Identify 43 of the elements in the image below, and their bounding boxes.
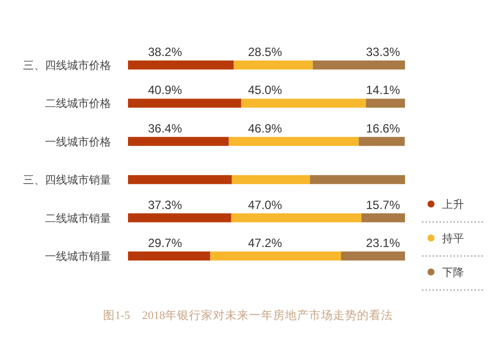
data-label: 45.0%: [248, 83, 282, 98]
bar: [241, 98, 366, 108]
bar: [366, 98, 405, 108]
bar: [128, 136, 229, 146]
data-label: 40.9%: [148, 83, 182, 98]
bar: [128, 98, 242, 108]
bar: [231, 213, 362, 222]
bar: [128, 60, 234, 70]
data-label: 38.2%: [148, 45, 182, 59]
data-label: 33.3%: [366, 45, 400, 59]
data-label: 47.2%: [248, 236, 282, 250]
bar: [128, 252, 210, 260]
data-label: 16.6%: [366, 121, 400, 136]
y-tick-label: 一线城市价格: [45, 135, 111, 148]
bar: [128, 213, 232, 222]
legend-label: 持平: [442, 233, 464, 245]
bar: [232, 175, 310, 184]
data-label: 15.7%: [366, 198, 400, 212]
bar: [358, 136, 405, 146]
bar: [128, 175, 232, 184]
y-tick-label: 一线城市销量: [45, 250, 111, 263]
legend-label: 下降: [442, 267, 464, 279]
caption: 图1-5 2018年银行家对未来一年房地产市场走势的看法: [102, 308, 394, 322]
data-label: 28.5%: [248, 45, 282, 59]
legend-label: 上升: [442, 198, 464, 211]
bar: [210, 252, 342, 260]
bar: [312, 60, 405, 70]
data-label: 37.3%: [148, 198, 182, 212]
data-label: 29.7%: [148, 236, 182, 250]
y-tick-label: 三、四线城市价格: [23, 59, 111, 72]
data-label: 47.0%: [248, 198, 282, 212]
data-label: 23.1%: [366, 236, 400, 250]
y-tick-label: 二线城市销量: [45, 212, 111, 225]
y-tick-label: 三、四线城市销量: [23, 174, 111, 187]
bar: [310, 175, 405, 184]
bar: [228, 136, 359, 146]
bar: [234, 60, 313, 70]
y-tick-label: 二线城市价格: [45, 97, 111, 110]
bar: [362, 213, 405, 222]
data-label: 36.4%: [148, 121, 182, 136]
data-label: 46.9%: [248, 121, 282, 136]
data-label: 14.1%: [366, 83, 400, 98]
bar: [341, 252, 405, 260]
